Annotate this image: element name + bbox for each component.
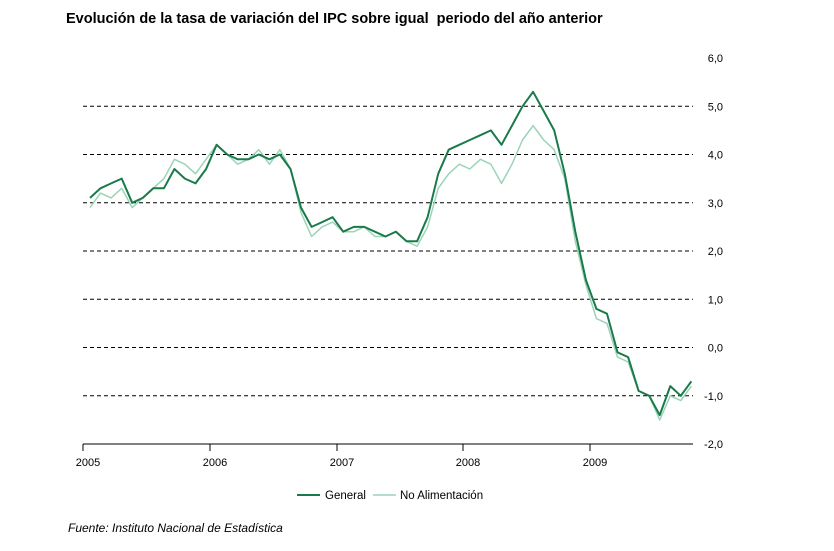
legend-label-general: General (325, 490, 366, 502)
y-tick-labels: 6,0 5,0 4,0 3,0 2,0 1,0 0,0 -1,0 -2,0 (704, 53, 723, 451)
y-tick-label: 3,0 (708, 198, 723, 210)
chart-title: Evolución de la tasa de variación del IP… (66, 11, 603, 27)
x-tick-label: 2009 (583, 457, 607, 469)
x-tick-label: 2006 (203, 457, 227, 469)
y-tick-label: -2,0 (704, 439, 723, 451)
x-tick-label: 2008 (456, 457, 480, 469)
y-tick-label: 5,0 (708, 101, 723, 113)
y-tick-label: 4,0 (708, 150, 723, 162)
y-tick-label: 2,0 (708, 246, 723, 258)
y-tick-label: 1,0 (708, 294, 723, 306)
series-line-general (89, 90, 693, 417)
legend: General No Alimentación (297, 490, 483, 502)
legend-label-no-alimentacion: No Alimentación (400, 490, 483, 502)
x-tick-labels: 2005 2006 2007 2008 2009 (76, 444, 607, 469)
x-tick-label: 2007 (330, 457, 354, 469)
x-tick-label: 2005 (76, 457, 100, 469)
y-tick-label: -1,0 (704, 391, 723, 403)
series-lines (89, 90, 693, 421)
gridlines (83, 105, 693, 397)
y-tick-label: 0,0 (708, 343, 723, 355)
y-tick-label: 6,0 (708, 53, 723, 65)
series-line-no-alimentacion (89, 124, 693, 421)
source-note: Fuente: Instituto Nacional de Estadístic… (68, 521, 283, 535)
